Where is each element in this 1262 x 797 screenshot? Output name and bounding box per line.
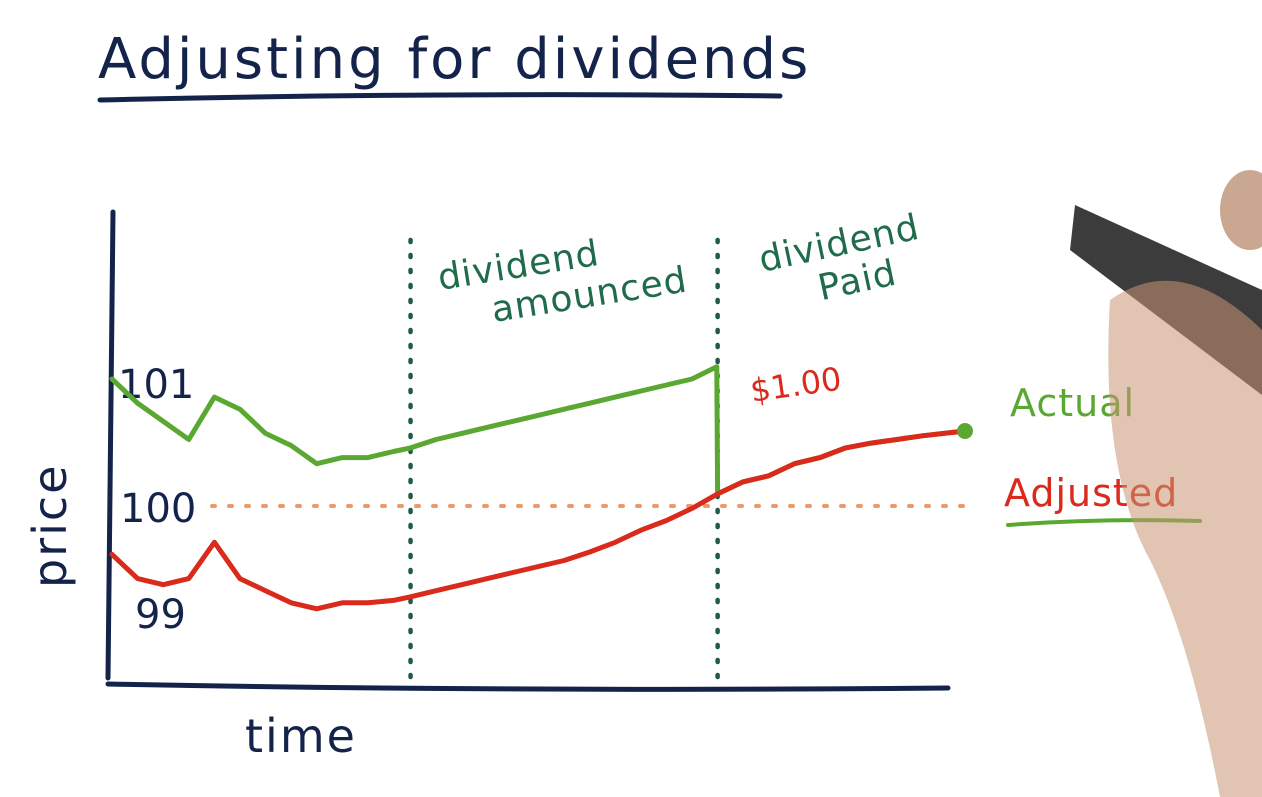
hand-with-marker-image — [1070, 170, 1262, 797]
y-tick-label-100: 100 — [120, 486, 196, 532]
x-axis-line — [105, 681, 951, 692]
x-axis-label: time — [245, 709, 357, 763]
chart-title: Adjusting for dividends — [98, 27, 811, 92]
y-axis-label: price — [23, 464, 77, 588]
title-underline — [97, 92, 783, 103]
y-axis-line — [105, 209, 116, 681]
y-tick-label-101: 101 — [118, 362, 194, 408]
series-line-adjusted — [109, 428, 968, 612]
y-tick-label-99: 99 — [135, 592, 186, 638]
series-end-point — [957, 422, 973, 439]
dividend-amount-annotation: $1.00 — [748, 360, 844, 410]
